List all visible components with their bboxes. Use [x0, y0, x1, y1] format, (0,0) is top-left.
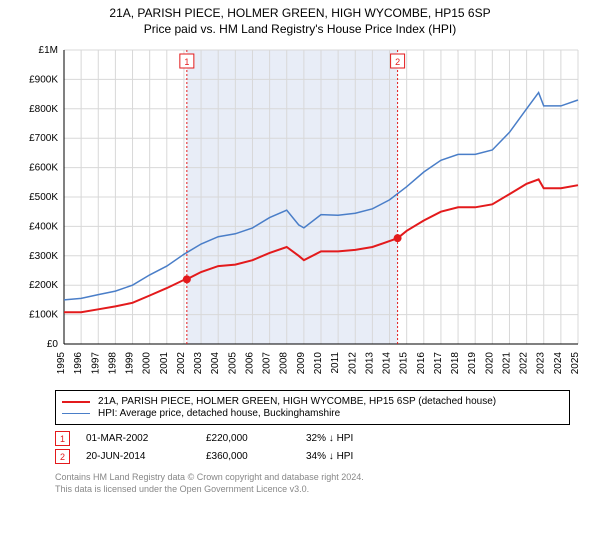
svg-text:2025: 2025: [570, 352, 581, 375]
svg-text:2018: 2018: [450, 352, 461, 375]
svg-text:2001: 2001: [159, 352, 170, 375]
svg-text:£600K: £600K: [29, 163, 58, 174]
footnote-line1: Contains HM Land Registry data © Crown c…: [55, 472, 570, 484]
svg-text:£200K: £200K: [29, 280, 58, 291]
svg-text:2011: 2011: [330, 352, 341, 374]
svg-text:1997: 1997: [90, 352, 101, 375]
legend-swatch-property: [62, 401, 90, 403]
svg-text:2012: 2012: [347, 352, 358, 375]
marker-delta-2: 34% ↓ HPI: [306, 451, 426, 462]
footnote: Contains HM Land Registry data © Crown c…: [55, 472, 570, 495]
footnote-line2: This data is licensed under the Open Gov…: [55, 484, 570, 496]
svg-text:2023: 2023: [536, 352, 547, 375]
svg-text:£400K: £400K: [29, 221, 58, 232]
svg-text:2013: 2013: [364, 352, 375, 375]
legend-label-property: 21A, PARISH PIECE, HOLMER GREEN, HIGH WY…: [98, 396, 496, 407]
marker-row-2: 2 20-JUN-2014 £360,000 34% ↓ HPI: [55, 449, 570, 464]
svg-text:2005: 2005: [227, 352, 238, 375]
svg-text:1: 1: [184, 57, 189, 67]
chart-container: 21A, PARISH PIECE, HOLMER GREEN, HIGH WY…: [0, 0, 600, 495]
svg-text:2003: 2003: [193, 352, 204, 375]
marker-table: 1 01-MAR-2002 £220,000 32% ↓ HPI 2 20-JU…: [55, 431, 570, 464]
svg-text:1995: 1995: [56, 352, 67, 375]
svg-text:£900K: £900K: [29, 74, 58, 85]
svg-text:£1M: £1M: [39, 45, 58, 56]
svg-text:2017: 2017: [433, 352, 444, 375]
legend: 21A, PARISH PIECE, HOLMER GREEN, HIGH WY…: [55, 390, 570, 425]
svg-text:2016: 2016: [416, 352, 427, 375]
marker-badge-2: 2: [55, 449, 70, 464]
svg-text:2000: 2000: [142, 352, 153, 375]
svg-text:2009: 2009: [296, 352, 307, 375]
svg-text:2002: 2002: [176, 352, 187, 375]
marker-delta-1: 32% ↓ HPI: [306, 433, 426, 444]
svg-text:1999: 1999: [125, 352, 136, 375]
svg-text:2006: 2006: [244, 352, 255, 375]
svg-text:2004: 2004: [210, 352, 221, 375]
svg-text:£100K: £100K: [29, 310, 58, 321]
svg-text:1998: 1998: [107, 352, 118, 375]
marker-date-2: 20-JUN-2014: [86, 451, 206, 462]
svg-text:2021: 2021: [501, 352, 512, 375]
svg-text:2022: 2022: [519, 352, 530, 375]
svg-text:2019: 2019: [467, 352, 478, 375]
title-address: 21A, PARISH PIECE, HOLMER GREEN, HIGH WY…: [0, 6, 600, 20]
svg-text:2020: 2020: [484, 352, 495, 375]
svg-text:£500K: £500K: [29, 192, 58, 203]
svg-text:2: 2: [395, 57, 400, 67]
svg-text:2007: 2007: [262, 352, 273, 375]
legend-item-hpi: HPI: Average price, detached house, Buck…: [62, 408, 563, 419]
svg-text:2008: 2008: [279, 352, 290, 375]
svg-text:£300K: £300K: [29, 251, 58, 262]
marker-price-2: £360,000: [206, 451, 306, 462]
marker-row-1: 1 01-MAR-2002 £220,000 32% ↓ HPI: [55, 431, 570, 446]
chart-area: £0 £100K £200K £300K £400K £500K £600K £700K £80…: [12, 44, 588, 384]
svg-text:1996: 1996: [73, 352, 84, 375]
svg-text:£0: £0: [47, 339, 59, 350]
svg-text:2014: 2014: [382, 352, 393, 375]
title-subtitle: Price paid vs. HM Land Registry's House …: [0, 22, 600, 36]
legend-swatch-hpi: [62, 413, 90, 414]
svg-text:£800K: £800K: [29, 104, 58, 115]
svg-text:2010: 2010: [313, 352, 324, 375]
chart-svg: £0 £100K £200K £300K £400K £500K £600K £700K £80…: [12, 44, 588, 384]
legend-item-property: 21A, PARISH PIECE, HOLMER GREEN, HIGH WY…: [62, 396, 563, 407]
svg-text:2024: 2024: [553, 352, 564, 375]
svg-text:2015: 2015: [399, 352, 410, 375]
svg-text:£700K: £700K: [29, 133, 58, 144]
marker-badge-1: 1: [55, 431, 70, 446]
legend-label-hpi: HPI: Average price, detached house, Buck…: [98, 408, 340, 419]
marker-price-1: £220,000: [206, 433, 306, 444]
title-block: 21A, PARISH PIECE, HOLMER GREEN, HIGH WY…: [0, 0, 600, 36]
marker-date-1: 01-MAR-2002: [86, 433, 206, 444]
